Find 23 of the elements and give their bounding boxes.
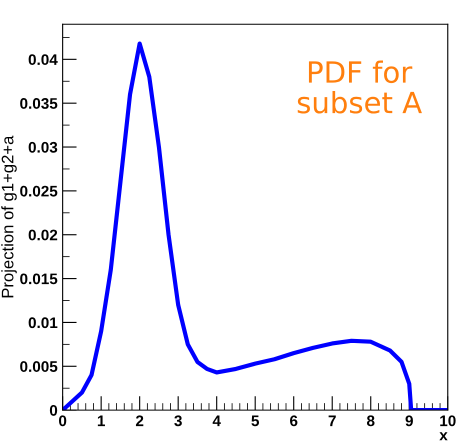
y-tick-label: 0.035 <box>20 98 58 109</box>
annotation: PDF for subset A <box>298 60 422 114</box>
x-tick-label: 9 <box>406 415 413 426</box>
x-tick-label: 2 <box>136 415 144 426</box>
x-tick-label: 0 <box>58 415 66 426</box>
y-tick-label: 0.015 <box>20 273 58 284</box>
x-tick-label: 1 <box>98 416 105 426</box>
y-tick-label: 0 <box>50 405 58 416</box>
x-tick-label: 5 <box>251 416 260 426</box>
x-tick-label: 8 <box>366 415 375 426</box>
y-tick-label: 0.03 <box>28 142 58 153</box>
y-axis-title: Projection of g1+g2+a <box>1 136 17 298</box>
y-tick-label: 0.005 <box>20 361 58 372</box>
x-tick-label: 7 <box>328 416 336 426</box>
y-tick-label: 0.01 <box>28 317 58 328</box>
y-tick-label: 0.02 <box>28 230 58 240</box>
x-tick-label: 3 <box>174 415 182 426</box>
x-axis-title: x <box>439 432 448 440</box>
x-tick-label: 4 <box>212 416 221 426</box>
x-tick-label: 10 <box>440 415 456 426</box>
y-tick-label: 0.025 <box>20 186 58 197</box>
x-tick-label: 6 <box>290 415 298 426</box>
y-tick-label: 0.04 <box>28 54 58 66</box>
